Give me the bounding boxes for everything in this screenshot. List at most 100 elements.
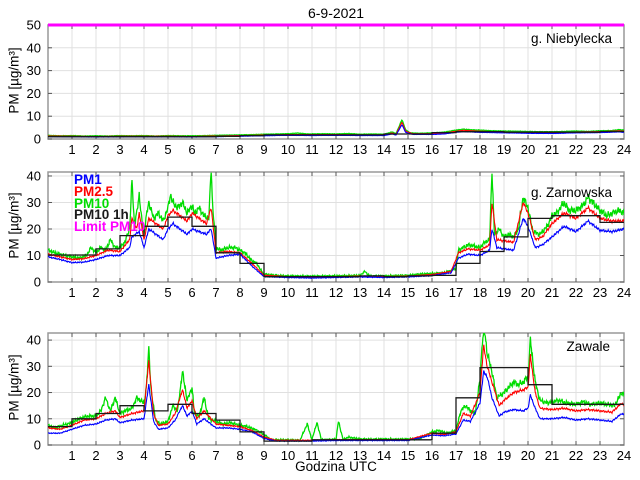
- svg-text:10: 10: [281, 142, 295, 157]
- svg-text:8: 8: [236, 285, 243, 300]
- svg-text:14: 14: [377, 142, 391, 157]
- svg-text:23: 23: [593, 285, 607, 300]
- svg-text:12: 12: [329, 448, 343, 463]
- svg-text:23: 23: [593, 448, 607, 463]
- svg-text:10: 10: [27, 109, 41, 124]
- svg-text:1: 1: [68, 448, 75, 463]
- svg-text:30: 30: [27, 195, 41, 210]
- svg-text:9: 9: [260, 448, 267, 463]
- svg-text:18: 18: [473, 285, 487, 300]
- svg-text:18: 18: [473, 142, 487, 157]
- svg-text:17: 17: [449, 448, 463, 463]
- y-axis-label-bottom: PM [µg/m³]: [6, 354, 22, 421]
- station-label-niebylecka: g. Niebylecka: [530, 31, 612, 46]
- svg-text:1: 1: [68, 142, 75, 157]
- svg-text:6: 6: [188, 142, 195, 157]
- svg-text:8: 8: [236, 448, 243, 463]
- svg-text:6: 6: [188, 448, 195, 463]
- svg-text:7: 7: [212, 448, 219, 463]
- svg-text:9: 9: [260, 142, 267, 157]
- svg-text:21: 21: [545, 285, 559, 300]
- svg-text:11: 11: [305, 448, 319, 463]
- svg-text:9: 9: [260, 285, 267, 300]
- svg-text:20: 20: [521, 142, 535, 157]
- y-axis-label-top: PM [µg/m³]: [6, 47, 22, 114]
- svg-text:15: 15: [401, 142, 415, 157]
- legend-item-limit-pm10: Limit PM10: [74, 219, 146, 235]
- svg-text:4: 4: [140, 142, 147, 157]
- svg-text:5: 5: [164, 448, 171, 463]
- svg-text:0: 0: [34, 438, 41, 453]
- svg-text:15: 15: [401, 448, 415, 463]
- svg-text:13: 13: [353, 142, 367, 157]
- svg-text:13: 13: [353, 448, 367, 463]
- svg-text:24: 24: [617, 285, 631, 300]
- x-axis-label: Godzina UTC: [295, 459, 377, 474]
- svg-text:3: 3: [116, 142, 123, 157]
- chart-title: 6-9-2021: [307, 5, 365, 21]
- svg-text:11: 11: [305, 142, 319, 157]
- svg-text:10: 10: [27, 411, 41, 426]
- legend: PM1 PM2.5 PM10 PM10 1h Limit PM10: [74, 172, 146, 235]
- legend-item-pm10-1h: PM10 1h: [74, 207, 129, 223]
- svg-text:24: 24: [617, 142, 631, 157]
- svg-text:2: 2: [92, 285, 99, 300]
- svg-text:2: 2: [92, 142, 99, 157]
- svg-text:22: 22: [569, 142, 583, 157]
- svg-text:1: 1: [68, 285, 75, 300]
- svg-text:3: 3: [116, 285, 123, 300]
- svg-text:2: 2: [92, 448, 99, 463]
- svg-text:30: 30: [27, 359, 41, 374]
- legend-item-pm10: PM10: [74, 195, 110, 211]
- svg-text:0: 0: [34, 275, 41, 290]
- svg-text:7: 7: [212, 285, 219, 300]
- svg-text:6: 6: [188, 285, 195, 300]
- svg-text:21: 21: [545, 142, 559, 157]
- station-label-zawale: Zawale: [566, 339, 610, 354]
- svg-text:10: 10: [281, 448, 295, 463]
- svg-text:22: 22: [569, 448, 583, 463]
- svg-text:12: 12: [329, 285, 343, 300]
- y-axis-label-middle: PM [µg/m³]: [6, 192, 22, 259]
- svg-text:19: 19: [497, 448, 511, 463]
- svg-text:18: 18: [473, 448, 487, 463]
- station-label-zarnowska: g. Zarnowska: [530, 185, 612, 200]
- svg-text:14: 14: [377, 448, 391, 463]
- svg-text:16: 16: [425, 448, 439, 463]
- svg-text:14: 14: [377, 285, 391, 300]
- svg-text:11: 11: [305, 285, 319, 300]
- svg-text:12: 12: [329, 142, 343, 157]
- svg-text:4: 4: [140, 448, 147, 463]
- svg-text:5: 5: [164, 285, 171, 300]
- svg-text:19: 19: [497, 285, 511, 300]
- svg-text:30: 30: [27, 63, 41, 78]
- svg-text:16: 16: [425, 142, 439, 157]
- svg-text:50: 50: [27, 18, 41, 33]
- svg-text:4: 4: [140, 285, 147, 300]
- legend-item-pm1: PM1: [74, 172, 102, 187]
- svg-text:40: 40: [27, 168, 41, 183]
- svg-text:5: 5: [164, 142, 171, 157]
- svg-text:7: 7: [212, 142, 219, 157]
- svg-text:24: 24: [617, 448, 631, 463]
- svg-text:23: 23: [593, 142, 607, 157]
- svg-text:0: 0: [34, 132, 41, 147]
- svg-text:20: 20: [27, 221, 41, 236]
- svg-text:40: 40: [27, 333, 41, 348]
- svg-text:20: 20: [27, 86, 41, 101]
- svg-text:40: 40: [27, 40, 41, 55]
- svg-text:20: 20: [27, 385, 41, 400]
- svg-text:20: 20: [521, 285, 535, 300]
- svg-text:19: 19: [497, 142, 511, 157]
- svg-text:16: 16: [425, 285, 439, 300]
- svg-text:10: 10: [281, 285, 295, 300]
- svg-text:15: 15: [401, 285, 415, 300]
- legend-item-pm25: PM2.5: [74, 183, 114, 199]
- svg-text:17: 17: [449, 285, 463, 300]
- svg-text:17: 17: [449, 142, 463, 157]
- svg-text:20: 20: [521, 448, 535, 463]
- svg-text:10: 10: [27, 248, 41, 263]
- svg-text:22: 22: [569, 285, 583, 300]
